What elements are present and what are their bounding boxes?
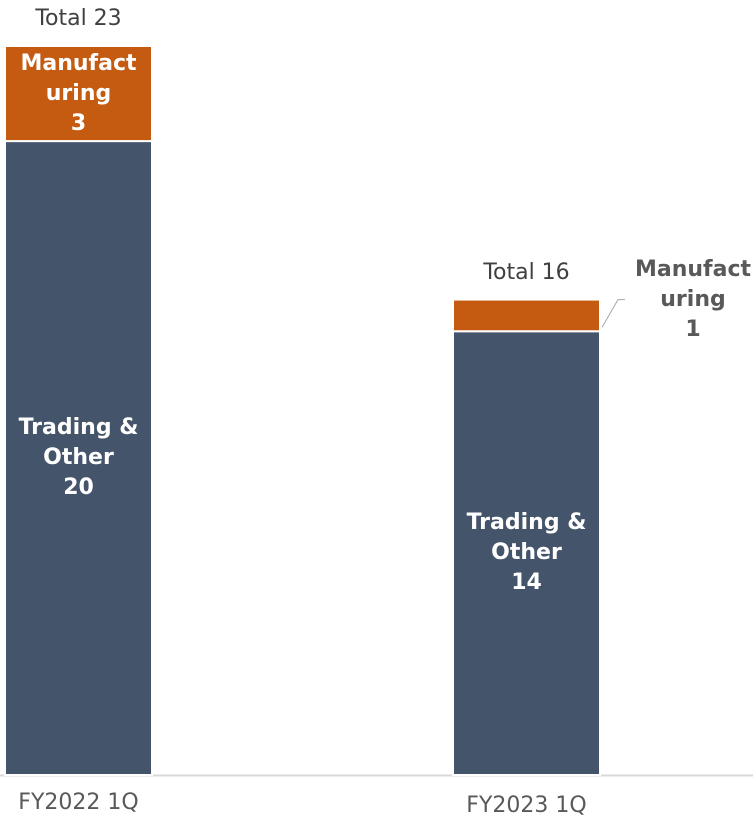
segment-label: Manufacturing 3	[18, 49, 140, 139]
segment-label: Trading & Other 14	[466, 508, 588, 598]
series-name: Manufacturing	[634, 257, 752, 313]
total-label: Total 23	[35, 6, 122, 31]
value-label: 3	[70, 110, 87, 136]
value-label: 1	[685, 317, 701, 343]
total-label: Total 16	[483, 259, 570, 285]
leader-line	[601, 299, 625, 328]
series-name: Manufacturing	[20, 50, 137, 106]
value-label: 14	[511, 570, 542, 596]
x-tick-label: FY2023 1Q	[466, 793, 587, 818]
series-name: Trading & Other	[18, 415, 139, 471]
value-label: 20	[63, 475, 94, 501]
series-name: Trading & Other	[466, 510, 587, 566]
segment-label: Trading & Other 20	[18, 413, 140, 503]
segment-label: Manufacturing 1	[632, 255, 753, 345]
bar-segment	[452, 298, 601, 333]
bar-segment	[4, 45, 153, 143]
x-tick-label: FY2022 1Q	[18, 790, 139, 815]
bar-segment	[4, 140, 153, 776]
